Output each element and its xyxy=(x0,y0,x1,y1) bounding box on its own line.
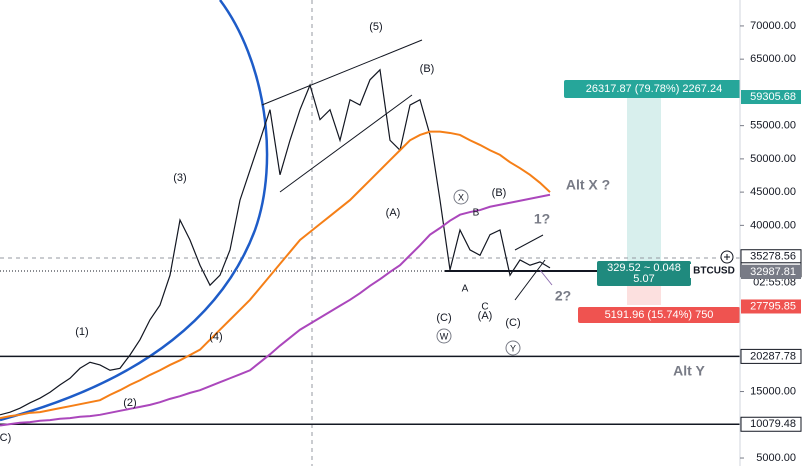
price-label: 35278.56 xyxy=(750,251,796,263)
wave-label: (B) xyxy=(420,63,435,75)
wave-label: (A) xyxy=(386,207,401,219)
trendline xyxy=(279,94,413,193)
wave-label: (A) xyxy=(478,310,493,322)
wave-label: A xyxy=(462,284,469,295)
trendline xyxy=(514,234,544,251)
position-tool: 26317.87 (79.78%) 2267.24 329.52 ~ 0.048… xyxy=(564,80,745,323)
y-tick-label: 55000.00 xyxy=(750,120,796,132)
target-text: 26317.87 (79.78%) 2267.24 xyxy=(586,83,722,95)
price-label: 32987.81 xyxy=(750,266,796,278)
wave-label: W xyxy=(440,331,449,341)
countdown: 02:55:08 xyxy=(753,277,796,289)
wave-label: (B) xyxy=(492,187,507,199)
trendline xyxy=(261,39,423,106)
target-zone xyxy=(627,85,661,270)
y-tick-label: 45000.00 xyxy=(750,186,796,198)
y-tick-label: 70000.00 xyxy=(750,20,796,32)
target-label xyxy=(564,80,745,98)
moving-average xyxy=(0,193,551,427)
wave-label: B xyxy=(473,208,480,219)
wave-circle xyxy=(436,328,452,344)
wave-label: (1) xyxy=(75,326,88,338)
price-label-box xyxy=(741,264,801,279)
wave-label: X xyxy=(458,192,464,202)
plus-icon xyxy=(724,254,730,260)
wave-label: (2) xyxy=(123,397,136,409)
stop-label xyxy=(578,307,740,323)
wave-label: (4) xyxy=(209,331,222,343)
wave-label: 1? xyxy=(534,211,550,227)
y-tick-label: 5000.00 xyxy=(756,452,796,464)
wave-label: (C) xyxy=(436,312,451,324)
price-label: 27795.85 xyxy=(750,300,796,312)
y-tick-label: 40000.00 xyxy=(750,219,796,231)
wave-label: (C) xyxy=(505,317,520,329)
wave-label: Y xyxy=(510,343,516,353)
arc xyxy=(0,0,269,422)
price-label-box xyxy=(741,299,801,314)
stop-text: 5191.96 (15.74%) 750 xyxy=(605,309,714,321)
price-line xyxy=(0,68,551,416)
price-label: 10079.48 xyxy=(750,418,796,430)
arrow xyxy=(539,269,553,286)
wave-label: C xyxy=(481,302,488,313)
price-label-box xyxy=(740,416,802,432)
wave-label: (3) xyxy=(173,172,186,184)
trendline xyxy=(514,259,546,301)
wave-label: (C) xyxy=(0,432,11,444)
y-tick-label: 65000.00 xyxy=(750,53,796,65)
symbol: BTCUSD xyxy=(693,266,735,277)
wave-circle xyxy=(505,340,521,356)
wave-label: 2? xyxy=(555,288,571,304)
wave-label: (5) xyxy=(369,21,382,33)
annotations: (5) (B) (3) (A) (1) (4) (2) (C) W X (B) … xyxy=(0,21,705,444)
price-label-box xyxy=(740,348,802,364)
y-tick-label: 15000.00 xyxy=(750,385,796,397)
alt-label: Alt X ? xyxy=(566,177,610,193)
wave-circle xyxy=(453,189,469,205)
y-tick-label: 50000.00 xyxy=(750,153,796,165)
moving-average xyxy=(0,130,551,420)
price-label-box xyxy=(741,90,801,105)
price-label: 59305.68 xyxy=(750,91,796,103)
price-axis xyxy=(740,0,802,466)
alt-label: Alt Y xyxy=(673,363,705,379)
center-text: 329.52 ~ 0.048 xyxy=(607,262,681,274)
center-label xyxy=(597,261,691,286)
center-text: 5.07 xyxy=(633,273,654,285)
price-label: 20287.78 xyxy=(750,350,796,362)
symbol-box xyxy=(690,264,739,278)
